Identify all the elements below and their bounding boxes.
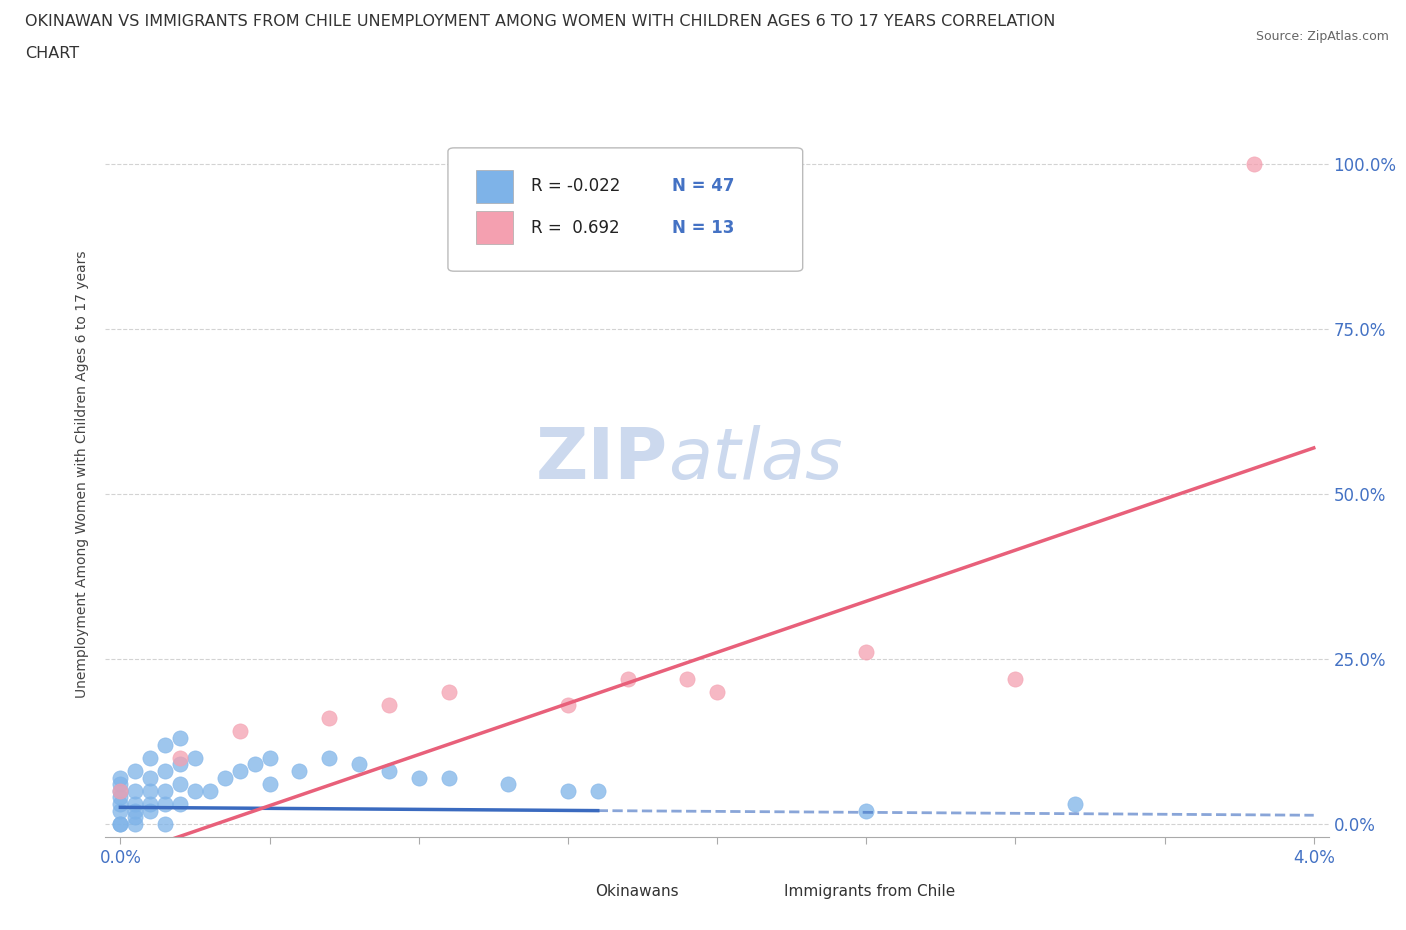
Point — [110, 790, 132, 804]
Point — [169, 797, 191, 812]
Point — [437, 684, 460, 699]
Point — [110, 817, 132, 831]
Point — [288, 764, 311, 778]
Point — [110, 783, 132, 798]
Point — [110, 804, 132, 818]
Point — [169, 777, 191, 791]
Point — [124, 783, 146, 798]
Point — [198, 783, 221, 798]
Point — [1004, 671, 1026, 686]
Text: CHART: CHART — [25, 46, 79, 61]
Point — [124, 804, 146, 818]
Point — [169, 731, 191, 746]
Point — [153, 817, 176, 831]
Point — [214, 770, 236, 785]
Point — [259, 751, 281, 765]
Text: N = 13: N = 13 — [672, 219, 734, 236]
Point — [855, 804, 877, 818]
Point — [557, 783, 579, 798]
Text: ZIP: ZIP — [536, 425, 668, 494]
Y-axis label: Unemployment Among Women with Children Ages 6 to 17 years: Unemployment Among Women with Children A… — [76, 250, 90, 698]
Point — [153, 783, 176, 798]
Point — [408, 770, 430, 785]
Point — [437, 770, 460, 785]
Point — [1064, 797, 1087, 812]
Point — [139, 751, 162, 765]
Point — [139, 797, 162, 812]
Point — [124, 797, 146, 812]
Point — [153, 764, 176, 778]
Point — [259, 777, 281, 791]
Text: Okinawans: Okinawans — [595, 884, 678, 899]
Text: atlas: atlas — [668, 425, 842, 494]
Point — [169, 757, 191, 772]
Point — [110, 770, 132, 785]
Point — [124, 817, 146, 831]
Text: Source: ZipAtlas.com: Source: ZipAtlas.com — [1256, 30, 1389, 43]
Point — [169, 751, 191, 765]
FancyBboxPatch shape — [477, 211, 513, 244]
Text: Immigrants from Chile: Immigrants from Chile — [785, 884, 956, 899]
Point — [124, 810, 146, 825]
Point — [347, 757, 370, 772]
FancyBboxPatch shape — [449, 148, 803, 272]
FancyBboxPatch shape — [741, 877, 772, 906]
Text: R =  0.692: R = 0.692 — [531, 219, 620, 236]
Point — [378, 698, 401, 712]
Point — [243, 757, 266, 772]
Text: N = 47: N = 47 — [672, 178, 734, 195]
Point — [110, 783, 132, 798]
Point — [855, 644, 877, 659]
FancyBboxPatch shape — [553, 877, 582, 906]
Point — [228, 724, 250, 739]
Point — [706, 684, 728, 699]
Point — [153, 797, 176, 812]
Point — [153, 737, 176, 752]
Point — [586, 783, 609, 798]
Point — [184, 751, 207, 765]
Point — [139, 783, 162, 798]
Point — [110, 777, 132, 791]
Point — [616, 671, 638, 686]
Point — [318, 751, 340, 765]
Point — [110, 817, 132, 831]
Point — [1243, 157, 1265, 172]
Point — [676, 671, 699, 686]
Point — [124, 764, 146, 778]
Point — [184, 783, 207, 798]
Point — [557, 698, 579, 712]
Point — [139, 770, 162, 785]
Point — [496, 777, 519, 791]
FancyBboxPatch shape — [477, 170, 513, 203]
Text: OKINAWAN VS IMMIGRANTS FROM CHILE UNEMPLOYMENT AMONG WOMEN WITH CHILDREN AGES 6 : OKINAWAN VS IMMIGRANTS FROM CHILE UNEMPL… — [25, 14, 1056, 29]
Point — [110, 797, 132, 812]
Point — [139, 804, 162, 818]
Point — [378, 764, 401, 778]
Point — [318, 711, 340, 725]
Point — [228, 764, 250, 778]
Text: R = -0.022: R = -0.022 — [531, 178, 620, 195]
